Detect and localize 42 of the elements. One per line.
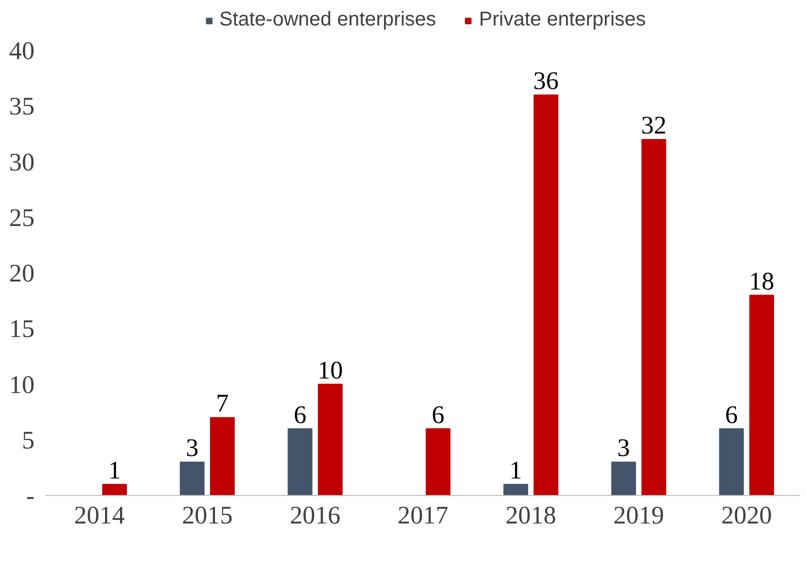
x-tick-label: 2020 [721, 502, 772, 530]
y-tick-label: 5 [22, 426, 35, 454]
bar [288, 428, 312, 496]
bar [534, 94, 558, 496]
y-tick-label: 40 [9, 37, 34, 65]
bar [102, 484, 127, 496]
bar [210, 417, 235, 496]
bar [719, 428, 744, 496]
y-tick-label: 25 [9, 204, 34, 232]
bar [503, 484, 528, 496]
x-tick-label: 2018 [506, 502, 556, 530]
data-label: 1 [509, 456, 522, 484]
data-label: 3 [617, 434, 630, 462]
y-tick-label: 30 [9, 148, 34, 176]
bar [180, 462, 205, 496]
x-tick-label: 2017 [398, 502, 448, 530]
bar [426, 428, 450, 496]
y-tick-label: 35 [9, 92, 34, 121]
bar [641, 139, 666, 496]
x-tick-label: 2014 [74, 502, 126, 530]
data-label: 18 [749, 267, 774, 296]
legend-label: Private enterprises [479, 8, 646, 32]
x-tick-label: 2015 [182, 502, 233, 530]
data-label: 6 [294, 400, 306, 429]
data-label: 7 [216, 390, 229, 418]
data-label: 1 [108, 456, 121, 484]
data-label: 6 [432, 400, 444, 429]
data-label: 32 [641, 112, 666, 140]
y-tick-label: 15 [9, 315, 34, 344]
data-label: 36 [533, 67, 559, 95]
y-tick-label: 10 [9, 370, 34, 399]
bar [611, 462, 636, 496]
legend-label: State-owned enterprises [219, 8, 436, 32]
x-tick-label: 2019 [613, 502, 664, 530]
bar [749, 294, 774, 496]
data-label: 10 [318, 356, 343, 384]
data-label: 3 [186, 434, 199, 462]
bar [318, 384, 343, 496]
y-tick-label: - [26, 482, 35, 510]
x-tick-label: 2016 [290, 502, 340, 530]
y-tick-label: 20 [9, 260, 34, 288]
data-label: 6 [725, 400, 738, 429]
